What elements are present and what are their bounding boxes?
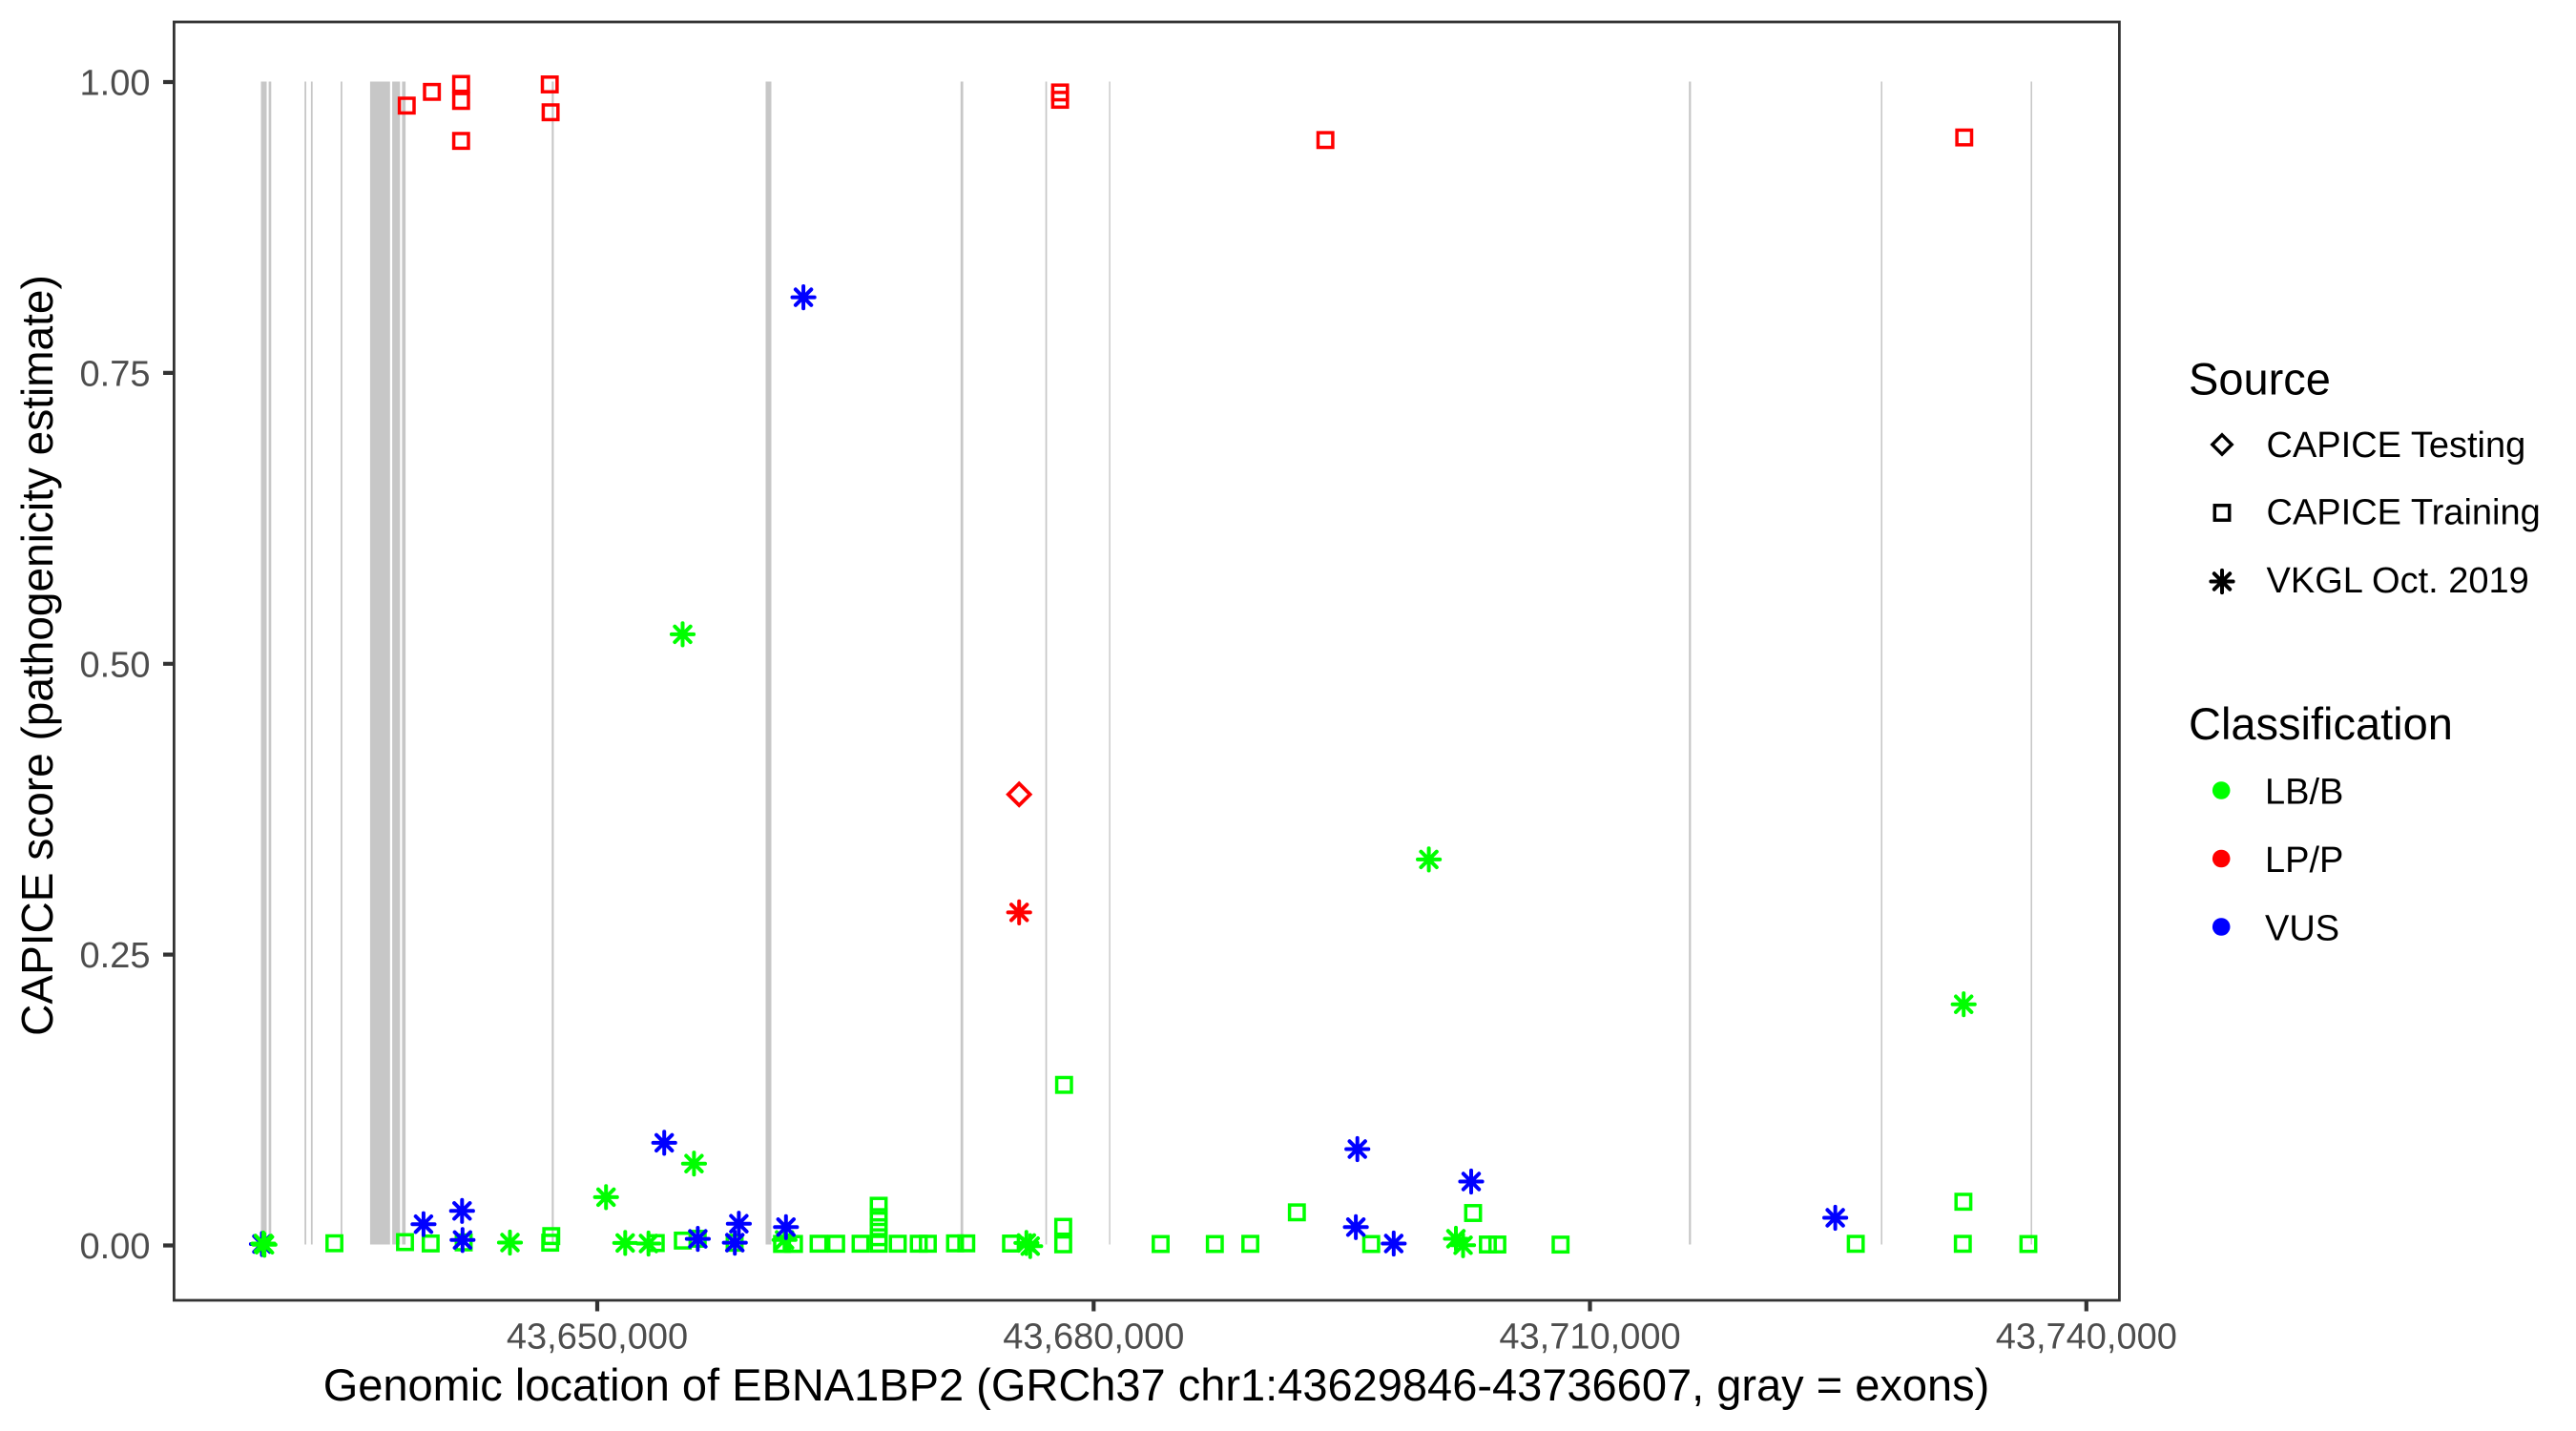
svg-text:Source: Source <box>2189 353 2331 404</box>
svg-text:VUS: VUS <box>2265 908 2339 948</box>
svg-text:43,740,000: 43,740,000 <box>1996 1317 2177 1358</box>
svg-text:CAPICE Training: CAPICE Training <box>2267 493 2541 533</box>
svg-text:43,650,000: 43,650,000 <box>507 1317 688 1358</box>
svg-text:0.75: 0.75 <box>80 355 151 395</box>
svg-text:Classification: Classification <box>2189 698 2453 749</box>
svg-text:43,680,000: 43,680,000 <box>1003 1317 1184 1358</box>
svg-text:1.00: 1.00 <box>80 64 151 104</box>
svg-text:CAPICE score (pathogenicity es: CAPICE score (pathogenicity estimate) <box>12 275 62 1036</box>
svg-text:LB/B: LB/B <box>2265 772 2343 812</box>
svg-text:0.50: 0.50 <box>80 645 151 685</box>
svg-text:0.00: 0.00 <box>80 1227 151 1267</box>
svg-text:43,710,000: 43,710,000 <box>1499 1317 1680 1358</box>
svg-text:0.25: 0.25 <box>80 936 151 976</box>
svg-text:LP/P: LP/P <box>2265 840 2343 881</box>
svg-text:VKGL Oct. 2019: VKGL Oct. 2019 <box>2267 561 2529 601</box>
svg-text:CAPICE Testing: CAPICE Testing <box>2267 425 2526 466</box>
svg-text:Genomic location of EBNA1BP2 (: Genomic location of EBNA1BP2 (GRCh37 chr… <box>323 1359 1990 1410</box>
